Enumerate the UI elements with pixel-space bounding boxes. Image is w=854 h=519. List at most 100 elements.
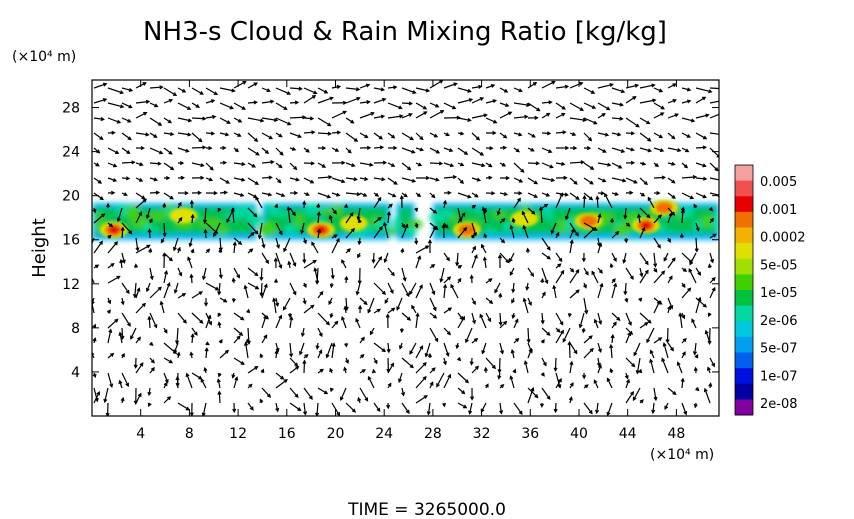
wind-arrow-head bbox=[694, 248, 699, 253]
wind-arrow-head bbox=[283, 378, 288, 383]
wind-arrow-head bbox=[399, 328, 404, 334]
wind-arrow-shaft bbox=[261, 315, 267, 329]
wind-arrow-shaft bbox=[457, 87, 471, 93]
wind-arrow-head bbox=[654, 163, 659, 168]
cloud-cell bbox=[540, 205, 554, 216]
wind-arrow-head bbox=[689, 261, 694, 266]
wind-arrow-head bbox=[92, 323, 97, 329]
wind-arrow-head bbox=[294, 393, 299, 398]
wind-arrow-shaft bbox=[247, 82, 258, 89]
wind-arrow-head bbox=[268, 175, 273, 180]
colorbar-label: 2e-06 bbox=[760, 314, 798, 329]
wind-arrow-shaft bbox=[303, 87, 317, 94]
wind-arrow-head bbox=[521, 210, 526, 215]
wind-arrow-shaft bbox=[527, 102, 540, 112]
wind-arrow-head bbox=[182, 319, 187, 324]
wind-arrow-head bbox=[409, 364, 414, 369]
cloud-cell bbox=[285, 223, 297, 236]
wind-arrow-head bbox=[278, 264, 283, 269]
wind-arrow-head bbox=[671, 135, 676, 140]
wind-arrow-shaft bbox=[135, 288, 140, 299]
wind-arrow-head bbox=[497, 369, 502, 374]
wind-arrow-shaft bbox=[695, 267, 701, 276]
wind-arrow-shaft bbox=[331, 110, 347, 119]
wind-arrow-head bbox=[295, 365, 300, 370]
colorbar-swatch bbox=[735, 211, 753, 228]
wind-arrow-head bbox=[157, 122, 163, 126]
wind-arrow-head bbox=[329, 367, 334, 373]
wind-arrow-head bbox=[261, 244, 266, 249]
wind-arrow-shaft bbox=[247, 192, 257, 198]
wind-arrow-head bbox=[661, 175, 667, 180]
y-tick-label: 16 bbox=[62, 233, 80, 249]
wind-arrow-head bbox=[426, 411, 431, 416]
wind-arrow-shaft bbox=[443, 102, 456, 109]
wind-arrow-head bbox=[540, 277, 545, 283]
wind-arrow-shaft bbox=[499, 321, 507, 329]
wind-arrow-shaft bbox=[661, 358, 669, 374]
wind-arrow-shaft bbox=[107, 241, 118, 254]
wind-arrow-head bbox=[523, 360, 528, 365]
wind-arrow-head bbox=[96, 149, 101, 154]
wind-arrow-head bbox=[325, 354, 330, 359]
wind-arrow-head bbox=[424, 352, 429, 358]
wind-arrow-head bbox=[396, 306, 401, 311]
wind-arrow-head bbox=[213, 91, 218, 95]
cloud-cell bbox=[275, 211, 293, 217]
wind-arrow-head bbox=[472, 245, 476, 250]
wind-arrow-shaft bbox=[596, 402, 599, 413]
wind-arrow-shaft bbox=[247, 207, 258, 217]
wind-arrow-head bbox=[533, 180, 539, 185]
wind-arrow-shaft bbox=[233, 81, 246, 89]
wind-arrow-shaft bbox=[681, 252, 693, 264]
wind-arrow-head bbox=[431, 290, 436, 296]
wind-arrow-head bbox=[127, 136, 132, 141]
wind-arrow-shaft bbox=[135, 303, 146, 314]
wind-arrow-head bbox=[415, 312, 420, 317]
wind-arrow-head bbox=[600, 191, 606, 196]
wind-arrow-shaft bbox=[149, 267, 153, 280]
wind-arrow-head bbox=[127, 322, 131, 327]
wind-arrow-head bbox=[535, 161, 540, 166]
wind-arrow-shaft bbox=[653, 301, 661, 314]
wind-arrow-shaft bbox=[513, 115, 528, 119]
wind-arrow-head bbox=[598, 364, 602, 369]
wind-arrow-head bbox=[243, 284, 248, 290]
wind-arrow-shaft bbox=[694, 342, 697, 355]
wind-arrow-shaft bbox=[639, 84, 655, 89]
wind-arrow-head bbox=[218, 338, 223, 344]
wind-arrow-head bbox=[310, 179, 315, 184]
wind-arrow-head bbox=[549, 164, 554, 169]
wind-arrow-head bbox=[629, 190, 634, 195]
wind-arrow-head bbox=[611, 278, 616, 283]
wind-arrow-shaft bbox=[359, 297, 368, 305]
wind-arrow-shaft bbox=[482, 207, 487, 224]
wind-arrow-shaft bbox=[611, 252, 617, 262]
wind-arrow-head bbox=[707, 263, 712, 268]
wind-arrow-shaft bbox=[93, 241, 103, 254]
wind-arrow-head bbox=[686, 87, 692, 92]
wind-arrow-head bbox=[465, 338, 469, 344]
wind-arrow-head bbox=[292, 262, 297, 267]
wind-arrow-shaft bbox=[247, 232, 255, 239]
colorbar-label: 1e-05 bbox=[760, 286, 798, 301]
wind-arrow-head bbox=[619, 102, 624, 107]
wind-arrow-head bbox=[169, 131, 175, 137]
wind-arrow-head bbox=[364, 134, 369, 139]
wind-arrow-shaft bbox=[425, 342, 431, 357]
wind-arrow-head bbox=[656, 300, 661, 305]
wind-arrow-head bbox=[255, 285, 260, 290]
wind-arrow-shaft bbox=[121, 227, 124, 239]
wind-arrow-shaft bbox=[163, 147, 173, 155]
wind-arrow-shaft bbox=[233, 327, 243, 336]
wind-arrow-shaft bbox=[569, 161, 584, 164]
wind-arrow-head bbox=[218, 274, 223, 280]
wind-arrow-head bbox=[223, 190, 229, 195]
wind-arrow-shaft bbox=[93, 192, 104, 200]
wind-arrow-head bbox=[531, 133, 536, 138]
wind-arrow-head bbox=[175, 375, 180, 381]
wind-arrow-head bbox=[383, 221, 388, 227]
wind-arrow-shaft bbox=[173, 237, 179, 251]
wind-arrow-head bbox=[309, 116, 315, 121]
wind-arrow-head bbox=[275, 347, 280, 353]
